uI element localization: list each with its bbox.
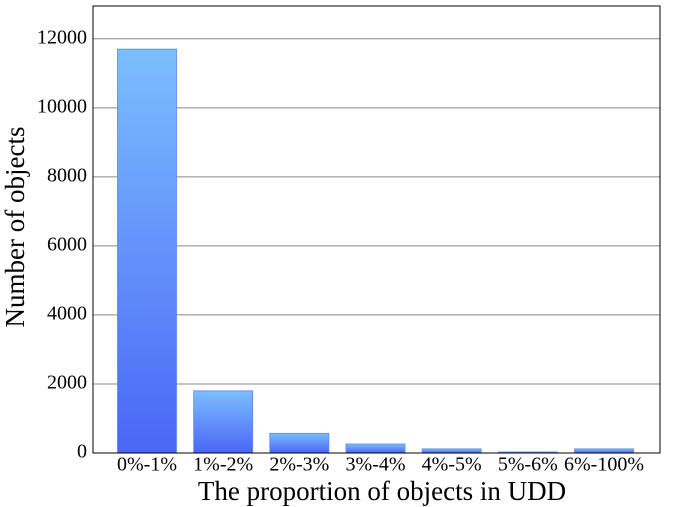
x-tick-label: 6%-100% bbox=[564, 454, 644, 476]
y-axis-title: Number of objects bbox=[0, 127, 30, 328]
y-tick-label: 0 bbox=[77, 441, 87, 463]
bar bbox=[193, 390, 254, 454]
x-axis-title: The proportion of objects in UDD bbox=[198, 476, 566, 506]
y-tick-label: 12000 bbox=[37, 26, 87, 48]
x-tick-label: 0%-1% bbox=[117, 454, 177, 476]
y-tick-label: 8000 bbox=[47, 164, 87, 186]
y-tick-label: 2000 bbox=[47, 372, 87, 394]
x-tick-label: 5%-6% bbox=[498, 454, 558, 476]
plot-frame bbox=[92, 5, 661, 454]
x-tick-label: 3%-4% bbox=[346, 454, 406, 476]
bar bbox=[574, 448, 634, 454]
y-tick-label: 4000 bbox=[47, 303, 87, 325]
y-tick-label: 6000 bbox=[47, 233, 87, 255]
x-tick-label: 4%-5% bbox=[422, 454, 482, 476]
bar bbox=[117, 48, 177, 454]
bar bbox=[269, 432, 330, 454]
x-tick-label: 2%-3% bbox=[269, 454, 329, 476]
bar bbox=[421, 448, 482, 454]
bar bbox=[345, 443, 406, 454]
x-tick-label: 1%-2% bbox=[193, 454, 253, 476]
y-tick-label: 10000 bbox=[37, 95, 87, 117]
